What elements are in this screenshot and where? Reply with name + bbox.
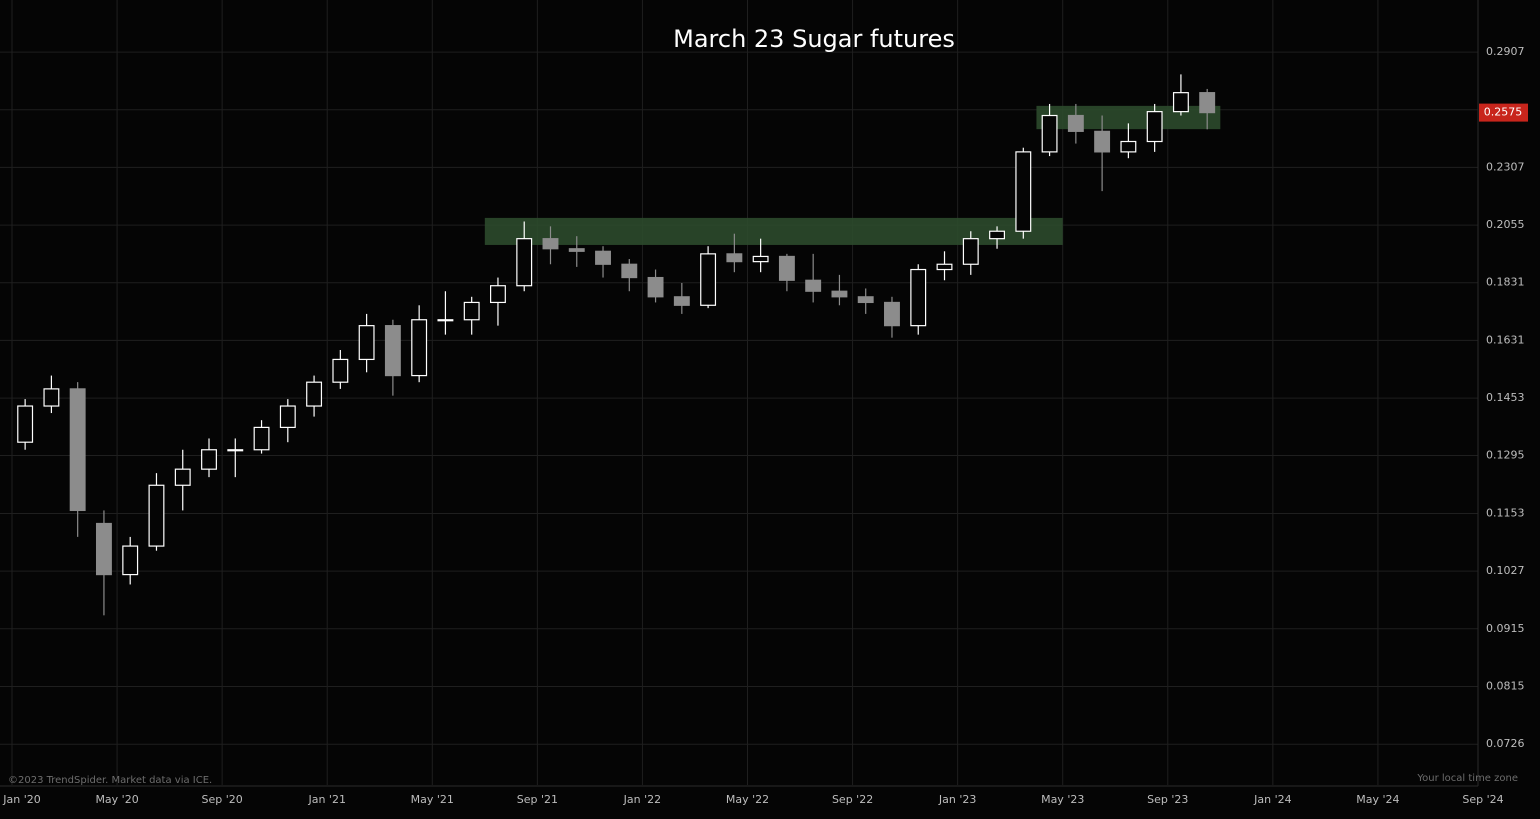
y-tick-label: 0.0726	[1486, 737, 1525, 750]
y-tick-label: 0.0815	[1486, 680, 1525, 693]
candle-body	[647, 276, 664, 298]
candle-body	[490, 285, 506, 304]
candle-body	[568, 248, 585, 252]
candle-body	[95, 522, 112, 576]
candle-body	[1094, 130, 1111, 153]
y-tick-label: 0.1153	[1486, 506, 1525, 519]
x-tick-label: Jan '20	[2, 793, 40, 806]
last-price-box	[1479, 103, 1528, 122]
x-tick-label: Jan '21	[307, 793, 345, 806]
y-tick-label: 0.1631	[1486, 333, 1525, 346]
candle-body	[752, 255, 769, 263]
candle-body	[1146, 111, 1163, 143]
credit: ©2023 TrendSpider. Market data via ICE.	[8, 775, 212, 786]
candle-body	[411, 319, 428, 377]
last-price-label: 0.2575	[1484, 106, 1523, 119]
candle-body	[857, 296, 874, 304]
candle-body	[17, 405, 34, 443]
candle-body	[43, 388, 60, 407]
candle-body	[726, 253, 743, 263]
x-tick-label: Jan '22	[623, 793, 661, 806]
x-tick-label: May '21	[411, 793, 454, 806]
candle-body	[1041, 114, 1058, 153]
candle-body	[253, 426, 270, 451]
candle-body	[516, 238, 533, 287]
candle-body	[778, 255, 795, 281]
candle-body	[332, 358, 349, 383]
candle-body	[201, 449, 217, 470]
candle-body	[936, 263, 953, 271]
candle-body	[1015, 151, 1032, 232]
candle-body	[1067, 114, 1084, 132]
candle-body	[673, 296, 690, 306]
candle-body	[1199, 92, 1216, 114]
x-tick-label: Jan '24	[1253, 793, 1291, 806]
candle-body	[306, 381, 323, 407]
candle-body	[805, 279, 822, 292]
x-tick-label: May '20	[95, 793, 138, 806]
candle-body	[962, 238, 979, 265]
x-tick-label: May '23	[1041, 793, 1084, 806]
candle-body	[174, 468, 191, 486]
candle-body	[989, 230, 1005, 240]
y-tick-label: 0.2907	[1486, 45, 1525, 58]
candle-body	[1120, 140, 1137, 153]
y-tick-label: 0.2055	[1486, 218, 1525, 231]
candle-body	[884, 301, 900, 327]
y-tick-label: 0.0915	[1486, 622, 1525, 635]
candle-body	[279, 405, 296, 429]
candle-body	[910, 268, 927, 327]
x-tick-label: Sep '22	[832, 793, 873, 806]
plot-area	[0, 0, 1478, 785]
timezone-note: Your local time zone	[1416, 773, 1518, 784]
candle-body	[384, 325, 401, 377]
y-tick-label: 0.1295	[1486, 448, 1525, 461]
candle-body	[358, 325, 375, 361]
candle-body	[542, 238, 559, 250]
candle-body	[621, 263, 638, 279]
chart-title: March 23 Sugar futures	[673, 25, 955, 53]
candle-body	[227, 449, 244, 452]
x-tick-label: Sep '24	[1462, 793, 1503, 806]
y-tick-label: 0.1453	[1486, 391, 1525, 404]
candle-body	[122, 545, 139, 576]
y-tick-label: 0.1831	[1486, 276, 1525, 289]
candle-body	[831, 290, 848, 298]
x-tick-label: Sep '20	[202, 793, 243, 806]
x-tick-label: Jan '23	[938, 793, 976, 806]
x-tick-label: Sep '23	[1147, 793, 1188, 806]
y-tick-label: 0.1027	[1486, 564, 1525, 577]
candle-body	[1172, 92, 1189, 113]
x-tick-label: May '22	[726, 793, 769, 806]
candle-body	[437, 319, 454, 322]
candle-body	[463, 301, 480, 321]
candle-body	[595, 250, 611, 265]
candle-body	[148, 484, 165, 547]
candle-body	[700, 253, 717, 306]
x-tick-label: Sep '21	[517, 793, 558, 806]
candle-body	[69, 388, 86, 512]
y-tick-label: 0.2307	[1486, 160, 1525, 173]
x-tick-label: May '24	[1356, 793, 1399, 806]
